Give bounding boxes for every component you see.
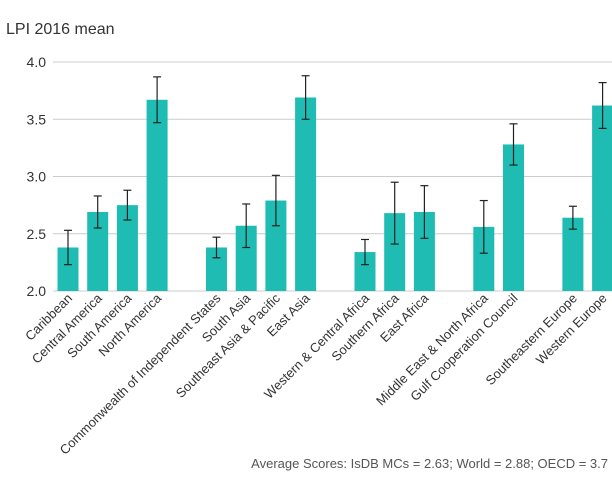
bar [87,211,109,291]
y-tick-label: 4.0 [27,54,47,70]
error-bar [568,205,577,230]
error-bar [242,203,251,249]
error-bar [93,195,102,229]
y-tick-label: 2.0 [27,283,47,299]
bar [354,252,376,291]
error-bar [271,174,280,227]
error-bar [212,236,221,259]
error-bar [390,181,399,245]
bar [592,105,612,291]
error-bar [153,76,162,124]
chart-title: LPI 2016 mean [6,21,115,38]
error-bar [509,123,518,166]
error-bar [123,189,132,221]
error-bar [479,199,488,254]
bar [562,217,584,291]
y-tick-label: 2.5 [27,226,47,242]
bar [57,247,79,291]
note: Average Scores: IsDB MCs = 2.63; World =… [251,456,608,471]
y-tick-label: 3.0 [27,169,47,185]
bar [116,205,138,291]
error-bar [64,229,72,266]
bar [503,144,524,291]
error-bar [420,185,429,239]
bar [265,200,287,291]
bar [235,225,257,291]
bar [146,99,168,291]
y-tick-label: 3.5 [27,111,47,127]
error-bar [361,238,369,266]
bar [473,226,495,291]
error-bar [598,82,607,130]
bar [384,213,406,291]
bar [206,247,227,291]
bar [413,211,435,291]
bar [295,97,317,292]
error-bar [301,75,310,120]
